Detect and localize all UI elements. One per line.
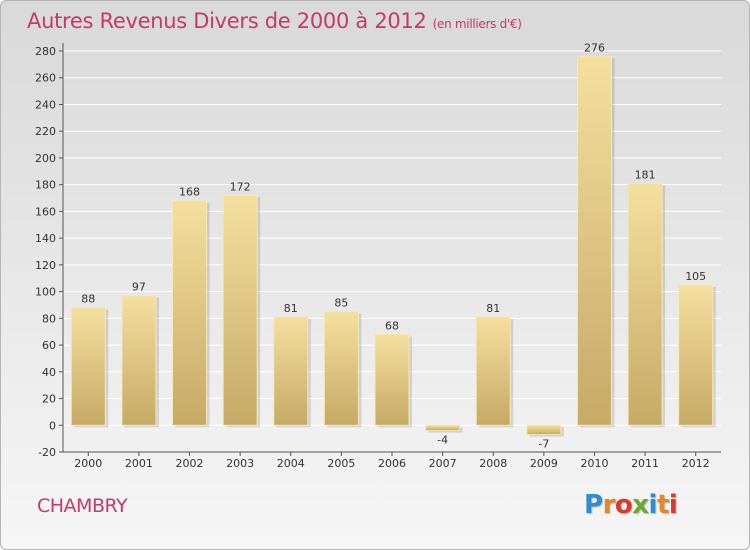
chart-title-text: Autres Revenus Divers de 2000 à 2012 xyxy=(27,9,427,33)
bar xyxy=(526,424,562,436)
bar xyxy=(222,194,258,426)
y-tick-label: 140 xyxy=(35,232,56,245)
x-tick-label: 2007 xyxy=(429,457,457,470)
bar xyxy=(70,307,106,426)
y-tick-label: 120 xyxy=(35,259,56,272)
data-label: 181 xyxy=(635,168,656,181)
data-label: 88 xyxy=(81,293,95,306)
logo-letter: x xyxy=(632,490,649,520)
data-label: 105 xyxy=(685,270,706,283)
y-tick-label: 80 xyxy=(42,312,56,325)
logo-letter: i xyxy=(648,490,658,520)
x-tick-label: 2005 xyxy=(327,457,355,470)
x-tick-label: 2008 xyxy=(479,457,507,470)
logo-letter: i xyxy=(668,490,678,520)
bar xyxy=(273,316,309,426)
x-tick-label: 2012 xyxy=(682,457,710,470)
y-tick-label: 260 xyxy=(35,72,56,85)
bar xyxy=(425,424,461,432)
data-label: -7 xyxy=(538,438,549,451)
bar xyxy=(576,55,612,426)
data-label: 97 xyxy=(132,281,146,294)
bar xyxy=(627,182,663,426)
y-tick-label: 220 xyxy=(35,125,56,138)
logo-letter: P xyxy=(584,490,603,520)
data-label: 168 xyxy=(179,186,200,199)
x-tick-label: 2002 xyxy=(176,457,204,470)
x-tick-label: 2004 xyxy=(277,457,305,470)
proxiti-logo[interactable]: Proxiti xyxy=(584,490,678,520)
data-label: 172 xyxy=(230,180,251,193)
bar xyxy=(323,311,359,426)
y-tick-label: 240 xyxy=(35,98,56,111)
bar xyxy=(374,333,410,426)
data-label: 85 xyxy=(334,297,348,310)
bar xyxy=(172,200,208,426)
x-tick-label: 2000 xyxy=(74,457,102,470)
logo-letter: o xyxy=(614,490,633,520)
y-tick-label: 180 xyxy=(35,179,56,192)
data-label: -4 xyxy=(437,434,448,447)
x-tick-label: 2010 xyxy=(580,457,608,470)
x-tick-label: 2011 xyxy=(631,457,659,470)
data-label: 81 xyxy=(284,302,298,315)
data-label: 81 xyxy=(486,302,500,315)
chart-title: Autres Revenus Divers de 2000 à 2012 (en … xyxy=(27,9,522,33)
x-tick-label: 2003 xyxy=(226,457,254,470)
y-tick-label: 100 xyxy=(35,286,56,299)
commune-name: CHAMBRY xyxy=(37,495,128,517)
y-tick-label: -20 xyxy=(38,446,56,459)
logo-letter: t xyxy=(656,490,669,520)
bar xyxy=(121,295,157,426)
y-tick-label: 20 xyxy=(42,393,56,406)
bar xyxy=(475,316,511,426)
logo-letter: r xyxy=(602,490,616,520)
data-label: 68 xyxy=(385,319,399,332)
data-label: 276 xyxy=(584,41,605,54)
y-tick-label: 40 xyxy=(42,366,56,379)
chart-unit: (en milliers d'€) xyxy=(432,17,522,31)
x-tick-label: 2001 xyxy=(125,457,153,470)
x-tick-label: 2006 xyxy=(378,457,406,470)
x-tick-label: 2009 xyxy=(530,457,558,470)
y-tick-label: 0 xyxy=(49,419,56,432)
y-tick-label: 280 xyxy=(35,45,56,58)
y-tick-label: 160 xyxy=(35,205,56,218)
y-tick-label: 60 xyxy=(42,339,56,352)
y-tick-label: 200 xyxy=(35,152,56,165)
bar xyxy=(678,284,714,426)
